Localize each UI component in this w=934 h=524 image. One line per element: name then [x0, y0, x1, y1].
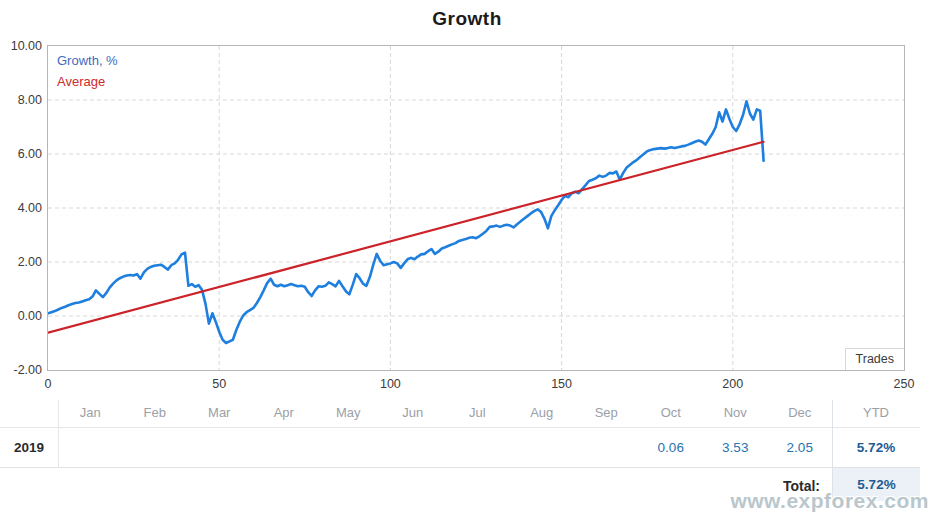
- column-header-mar: Mar: [187, 399, 252, 427]
- watermark: www.expforex.com: [730, 489, 929, 513]
- ytd-value-cell: 5.72%: [832, 428, 920, 467]
- column-header-aug: Aug: [510, 399, 575, 427]
- x-tick-label: 0: [23, 376, 73, 392]
- average-line-series: [48, 142, 764, 333]
- x-tick-label: 150: [537, 376, 587, 392]
- legend-item-growth: Growth, %: [57, 50, 118, 71]
- x-tick-label: 50: [194, 376, 244, 392]
- growth-chart-plot: Growth, % Average Trades: [47, 45, 905, 371]
- y-tick-label: 8.00: [0, 92, 42, 108]
- y-tick-label: 6.00: [0, 146, 42, 162]
- chart-legend: Growth, % Average: [57, 50, 118, 92]
- x-tick-label: 200: [708, 376, 758, 392]
- column-header-jan: Jan: [58, 399, 123, 427]
- month-value-cell: 2.05: [768, 428, 833, 467]
- row-divider: [0, 467, 920, 468]
- month-value-cell: 0.06: [639, 428, 704, 467]
- x-tick-label: 250: [879, 376, 929, 392]
- y-tick-label: 2.00: [0, 254, 42, 270]
- chart-canvas: [48, 46, 904, 370]
- year-column-divider: [58, 400, 59, 467]
- row-year-label: 2019: [0, 428, 58, 467]
- column-header-jul: Jul: [445, 399, 510, 427]
- column-header-oct: Oct: [639, 399, 704, 427]
- chart-title: Growth: [0, 8, 934, 30]
- column-header-jun: Jun: [381, 399, 446, 427]
- y-tick-label: 4.00: [0, 200, 42, 216]
- column-header-ytd: YTD: [832, 399, 920, 427]
- column-header-apr: Apr: [252, 399, 317, 427]
- column-header-feb: Feb: [123, 399, 188, 427]
- growth-line-series: [48, 101, 764, 343]
- y-tick-label: 0.00: [0, 308, 42, 324]
- growth-report-page: Growth Growth, % Average Trades 10.00 8.0…: [0, 0, 934, 524]
- column-header-dec: Dec: [768, 399, 833, 427]
- x-axis-title: Trades: [845, 348, 904, 370]
- legend-item-average: Average: [57, 71, 118, 92]
- x-tick-label: 100: [365, 376, 415, 392]
- month-value-cell: 3.53: [703, 428, 768, 467]
- column-header-may: May: [316, 399, 381, 427]
- y-tick-label: 10.00: [0, 38, 42, 54]
- column-header-sep: Sep: [574, 399, 639, 427]
- column-header-nov: Nov: [703, 399, 768, 427]
